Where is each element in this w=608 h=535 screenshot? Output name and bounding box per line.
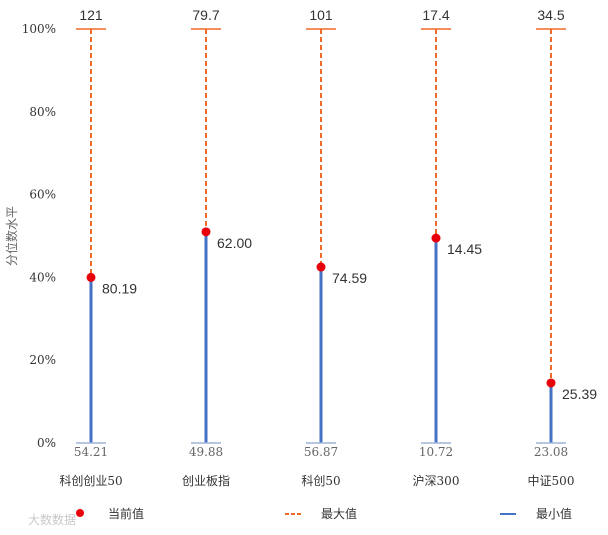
current-value-label: 14.45 xyxy=(447,241,482,257)
y-axis-label: 分位数水平 xyxy=(4,206,19,266)
min-value-label: 54.21 xyxy=(74,445,108,459)
current-point xyxy=(546,378,556,388)
legend-max-label: 最大值 xyxy=(321,506,357,521)
x-tick-label: 科创50 xyxy=(301,474,340,488)
x-tick-label: 沪深300 xyxy=(413,474,460,488)
legend-current-marker xyxy=(76,509,84,517)
legend-current-label: 当前值 xyxy=(108,506,144,521)
current-value-label: 74.59 xyxy=(332,270,367,286)
y-axis: 0% 20% 40% 60% 80% 100% xyxy=(22,22,56,450)
current-point xyxy=(316,262,326,272)
max-value-label: 101 xyxy=(309,7,333,23)
legend-min-label: 最小值 xyxy=(536,506,572,521)
current-point xyxy=(431,233,441,243)
y-tick-label: 40% xyxy=(29,270,56,284)
current-point xyxy=(201,227,211,237)
x-axis-labels: 科创创业50 创业板指 科创50 沪深300 中证500 xyxy=(59,473,574,488)
y-tick-label: 80% xyxy=(29,105,56,119)
current-point xyxy=(86,272,96,282)
min-value-label: 10.72 xyxy=(419,445,453,459)
current-value-label: 80.19 xyxy=(102,280,137,296)
x-tick-label: 中证500 xyxy=(528,473,575,488)
y-tick-label: 0% xyxy=(37,436,56,450)
y-tick-label: 20% xyxy=(29,353,56,367)
y-tick-label: 100% xyxy=(22,22,56,36)
y-tick-label: 60% xyxy=(29,188,56,202)
max-value-label: 79.7 xyxy=(192,7,219,23)
min-value-label: 23.08 xyxy=(534,445,568,459)
x-tick-label: 创业板指 xyxy=(182,473,230,488)
max-value-label: 121 xyxy=(79,7,103,23)
x-tick-label: 科创创业50 xyxy=(59,474,122,488)
legend: 当前值 最大值 最小值 xyxy=(76,506,572,521)
max-value-label: 17.4 xyxy=(422,7,449,23)
max-value-label: 34.5 xyxy=(537,7,564,23)
min-value-label: 56.87 xyxy=(304,445,338,459)
min-value-label: 49.88 xyxy=(189,445,223,459)
current-value-label: 62.00 xyxy=(217,235,252,251)
watermark: 大数数据 xyxy=(28,512,76,527)
series-group: 121 80.19 54.21 79.7 62.00 49.88 101 74.59 56.87… xyxy=(74,7,597,459)
current-value-label: 25.39 xyxy=(562,386,597,402)
